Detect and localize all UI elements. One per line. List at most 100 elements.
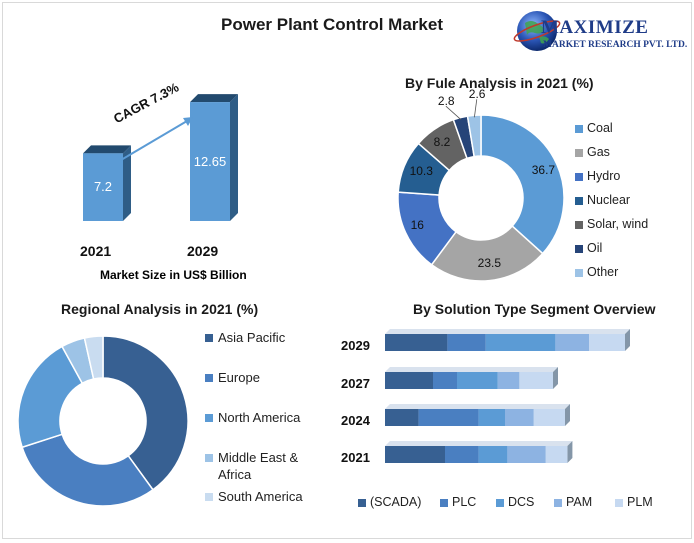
fuel-slice-6 — [466, 114, 482, 158]
bar-top-2024 — [385, 404, 570, 409]
legend-label: South America — [218, 489, 303, 504]
legend-label: Middle East & Africa — [218, 450, 299, 482]
segment-PLM-2021 — [545, 446, 568, 463]
legend-label: Europe — [218, 370, 260, 385]
market-size-chart — [83, 94, 238, 221]
region-slice-0 — [102, 335, 189, 491]
fuel-slice-0 — [480, 114, 565, 255]
legend-swatch — [575, 197, 583, 205]
legend-label: PAM — [566, 495, 593, 509]
segment-PLM-2029 — [589, 334, 625, 351]
legend-label: Nuclear — [587, 193, 631, 207]
legend-swatch — [575, 221, 583, 229]
fuel-leader-5 — [445, 105, 462, 120]
legend-label: PLC — [452, 495, 477, 509]
solution-year-label: 2021 — [341, 450, 370, 465]
region-legend-item: South America — [205, 488, 315, 505]
legend-label: PLM — [627, 495, 653, 509]
legend-swatch — [205, 493, 213, 501]
bar-2029 — [190, 102, 230, 221]
legend-swatch — [554, 499, 562, 507]
fuel-data-label: 23.5 — [477, 256, 502, 271]
region-legend-item: North America — [205, 409, 315, 426]
legend-label: Hydro — [587, 169, 621, 183]
region-legend: Asia Pacific Europe North America Middle Ea… — [205, 329, 335, 509]
legend-swatch — [205, 334, 213, 342]
solution-chart-title: By Solution Type Segment Overview — [413, 301, 656, 317]
region-slice-1 — [21, 433, 155, 507]
fuel-data-label: 8.2 — [433, 134, 451, 149]
legend-label: Asia Pacific — [218, 330, 286, 345]
bar-end-2027 — [553, 367, 558, 389]
region-legend-item: Europe — [205, 369, 315, 386]
year-label-2029: 2029 — [187, 243, 219, 259]
page-title: Power Plant Control Market — [221, 15, 443, 34]
bar-end-2029 — [625, 329, 630, 351]
fuel-slice-2 — [397, 191, 458, 266]
logo-subtitle: MARKET RESEARCH PVT. LTD. — [543, 40, 688, 50]
segment-(SCADA)-2029 — [385, 334, 448, 351]
segment-DCS-2021 — [478, 446, 508, 463]
segment-DCS-2024 — [478, 409, 505, 426]
cagr-arrow — [120, 120, 188, 161]
bar-2021 — [83, 153, 123, 221]
legend-swatch — [358, 499, 366, 507]
segment-PLC-2027 — [433, 372, 457, 389]
legend-swatch — [205, 374, 213, 382]
fuel-data-label: 2.8 — [437, 94, 455, 109]
legend-swatch — [440, 499, 448, 507]
logo-wordmark: MAXIMIZE — [541, 17, 649, 38]
legend-label: Solar, wind — [587, 217, 649, 231]
legend-label: (SCADA) — [370, 495, 422, 509]
legend-swatch — [496, 499, 504, 507]
segment-PAM-2027 — [497, 372, 520, 389]
legend-swatch — [575, 269, 583, 277]
year-label-2021: 2021 — [80, 243, 112, 259]
region-slice-4 — [83, 335, 104, 380]
fuel-data-label: 36.7 — [531, 162, 556, 177]
fuel-legend: Coal Gas Hydro Nuclear Solar, wind Oil Other — [575, 121, 685, 291]
segment-PLC-2029 — [447, 334, 486, 351]
fuel-slice-5 — [452, 115, 476, 160]
region-legend-item: Middle East & Africa — [205, 449, 315, 483]
segment-PLC-2024 — [418, 409, 479, 426]
region-slice-3 — [61, 337, 95, 385]
legend-swatch — [575, 173, 583, 181]
bar-end-2021 — [567, 441, 573, 463]
fuel-chart-title: By Fule Analysis in 2021 (%) — [405, 75, 594, 91]
cagr-arrowhead — [183, 117, 193, 126]
legend-swatch — [575, 125, 583, 133]
market-size-caption: Market Size in US$ Billion — [100, 268, 247, 282]
segment-PLM-2027 — [519, 372, 553, 389]
segment-(SCADA)-2024 — [385, 409, 419, 426]
legend-swatch — [205, 414, 213, 422]
fuel-slice-1 — [430, 225, 544, 282]
bar-top-2029 — [385, 329, 630, 334]
fuel-data-label: 16 — [410, 217, 424, 232]
solution-year-label: 2029 — [341, 338, 370, 353]
fuel-data-label: 10.3 — [409, 164, 433, 179]
bar-side-2029 — [230, 94, 238, 221]
region-slice-2 — [17, 345, 84, 449]
solution-year-label: 2027 — [341, 376, 370, 391]
segment-(SCADA)-2021 — [385, 446, 445, 463]
region-legend-item: Asia Pacific — [205, 329, 315, 346]
legend-swatch — [575, 245, 583, 253]
solution-legend: (SCADA) PLC DCS PAM PLM — [358, 495, 688, 515]
legend-swatch — [205, 454, 213, 462]
segment-(SCADA)-2027 — [385, 372, 433, 389]
legend-label: DCS — [508, 495, 535, 509]
bar-top-2021 — [385, 441, 573, 446]
bar-value-2021: 7.2 — [93, 179, 113, 195]
bar-value-2029: 12.65 — [193, 153, 227, 169]
globe-logo-icon — [513, 11, 561, 51]
legend-swatch — [575, 149, 583, 157]
legend-label: Oil — [587, 241, 603, 255]
region-chart-title: Regional Analysis in 2021 (%) — [61, 301, 259, 317]
segment-DCS-2027 — [457, 372, 498, 389]
segment-PAM-2024 — [505, 409, 534, 426]
bar-top-2027 — [385, 367, 558, 372]
bar-top-2021 — [83, 145, 131, 154]
bar-top-2029 — [190, 94, 238, 103]
